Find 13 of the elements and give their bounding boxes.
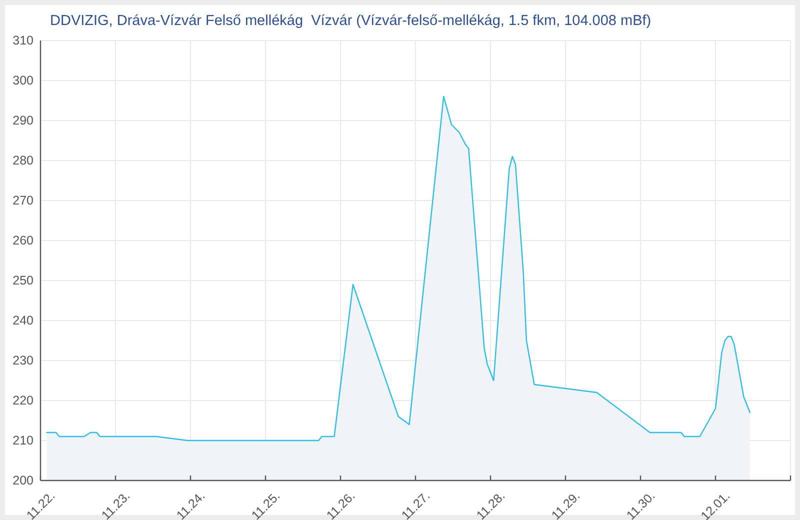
y-tick-label: 310 [12, 34, 34, 48]
y-tick-label: 270 [12, 194, 34, 208]
y-tick-label: 300 [12, 74, 34, 88]
y-tick-label: 220 [12, 394, 34, 408]
y-tick-label: 200 [12, 474, 34, 488]
y-tick-label: 230 [12, 354, 34, 368]
y-tick-label: 240 [12, 314, 34, 328]
y-tick-label: 260 [12, 234, 34, 248]
y-tick-label: 290 [12, 114, 34, 128]
y-tick-label: 280 [12, 154, 34, 168]
y-tick-label: 250 [12, 274, 34, 288]
chart-title: DDVIZIG, Dráva-Vízvár Felső mellékág Vízvár (Vízvár-felső-mellékág, 1.5 fkm, 104.008 mBf) [50, 13, 652, 29]
y-tick-label: 210 [12, 434, 34, 448]
